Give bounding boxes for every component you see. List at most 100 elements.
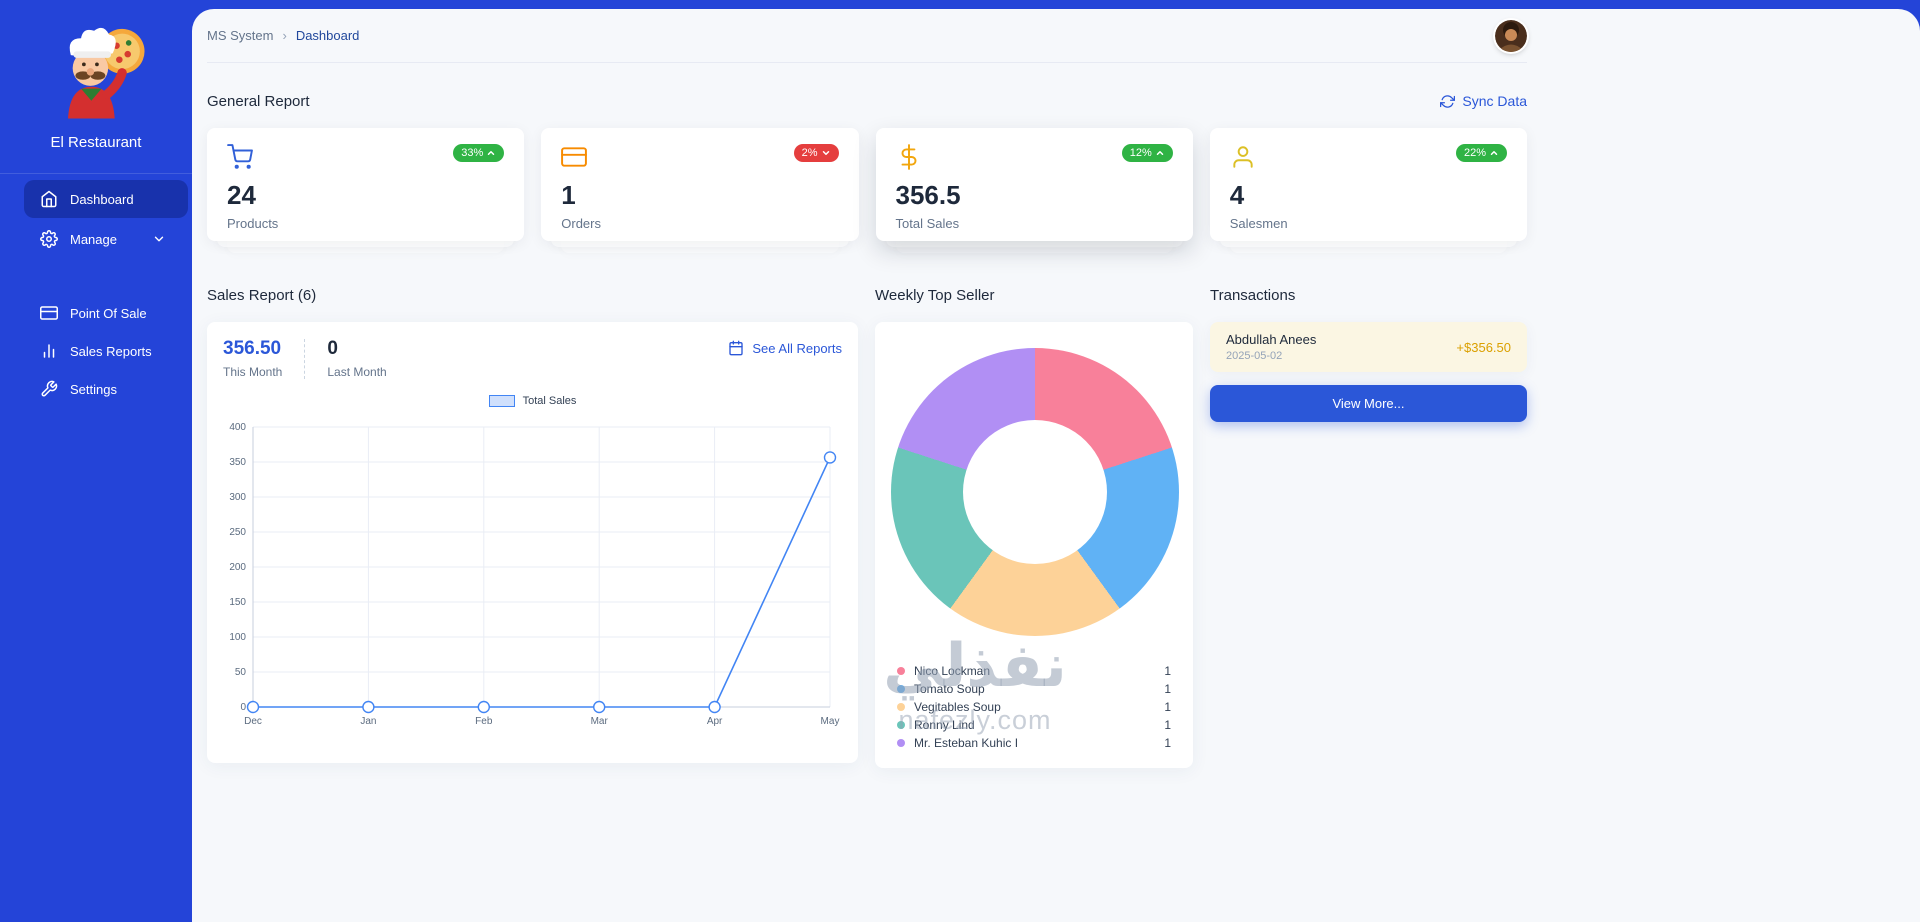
last-month-value: 0 — [327, 338, 338, 359]
stat-value: 4 — [1229, 180, 1245, 210]
donut-legend: Nico Lockman 1 Tomato Soup 1 Vegitables Soup… — [891, 662, 1177, 752]
svg-text:Jan: Jan — [360, 716, 376, 727]
donut-legend-item: Tomato Soup 1 — [897, 680, 1171, 698]
wrench-icon — [40, 380, 58, 398]
transaction-row[interactable]: Abdullah Anees 2025-05-02 +$356.50 — [1210, 322, 1527, 372]
stat-card: 12% 356.5 Total Sales — [875, 128, 1193, 241]
calendar-icon — [728, 340, 744, 356]
this-month-label: This Month — [223, 365, 283, 379]
stat-card-total-sales: 12% 356.5 Total Sales — [875, 128, 1193, 253]
stat-card-products: 33% 24 Products — [207, 128, 525, 253]
svg-text:350: 350 — [229, 457, 246, 468]
svg-text:Mar: Mar — [591, 716, 609, 727]
sidebar-divider — [0, 173, 192, 174]
svg-text:May: May — [821, 716, 840, 727]
svg-text:Apr: Apr — [707, 716, 723, 727]
svg-text:Dec: Dec — [244, 716, 262, 727]
nav-spacer — [0, 258, 192, 294]
legend-value: 1 — [1164, 718, 1171, 732]
donut-legend-item: Vegitables Soup 1 — [897, 698, 1171, 716]
top-bar: MS System › Dashboard — [207, 9, 1527, 63]
breadcrumb-separator: › — [282, 28, 287, 43]
legend-value: 1 — [1164, 682, 1171, 696]
legend-name: Vegitables Soup — [914, 700, 1001, 714]
vertical-divider — [304, 339, 306, 379]
trend-badge: 33% — [453, 144, 505, 162]
donut-legend-item: Nico Lockman 1 — [897, 662, 1171, 680]
dashboard-body-row: 356.50 This Month 0 Last Month S — [207, 322, 1527, 768]
sidebar-item-point-of-sale[interactable]: Point Of Sale — [0, 294, 192, 332]
refresh-icon — [1440, 94, 1456, 109]
stat-label: Orders — [561, 216, 601, 231]
main-content: MS System › Dashboard General Report — [192, 9, 1920, 922]
sidebar-item-label: Manage — [70, 231, 117, 247]
stat-label: Salesmen — [1229, 216, 1288, 231]
dollar-icon — [896, 144, 922, 170]
weekly-top-seller-donut-chart — [891, 348, 1179, 636]
section-headings-row: Sales Report (6) Weekly Top Seller Trans… — [207, 287, 1527, 307]
badge-value: 12% — [1129, 147, 1152, 159]
breadcrumb: MS System › Dashboard — [207, 28, 359, 43]
chevron-up-icon — [488, 151, 495, 155]
sidebar-item-dashboard[interactable]: Dashboard — [24, 180, 188, 218]
legend-dot-icon — [897, 721, 905, 729]
legend-label: Total Sales — [522, 395, 577, 407]
credit-card-icon — [561, 144, 588, 170]
sidebar-item-settings[interactable]: Settings — [0, 370, 192, 408]
chef-pizza-logo-icon — [68, 27, 145, 119]
view-more-button[interactable]: View More... — [1210, 385, 1527, 422]
trend-badge: 12% — [1121, 144, 1173, 162]
donut-legend-item: Mr. Esteban Kuhic I 1 — [897, 734, 1171, 752]
stat-value: 356.5 — [895, 180, 961, 210]
sidebar-item-manage[interactable]: Manage — [0, 220, 192, 258]
credit-card-icon — [40, 304, 58, 322]
sidebar-item-label: Sales Reports — [70, 343, 152, 359]
chevron-up-icon — [1490, 151, 1498, 155]
transaction-amount: +$356.50 — [1456, 339, 1511, 355]
legend-value: 1 — [1164, 664, 1171, 678]
breadcrumb-root[interactable]: MS System — [207, 28, 274, 43]
general-report-title: General Report — [207, 92, 310, 110]
legend-name: Nico Lockman — [914, 664, 991, 678]
trend-badge: 22% — [1455, 144, 1507, 162]
see-all-reports-label: See All Reports — [752, 340, 842, 356]
last-month-label: Last Month — [327, 365, 387, 379]
svg-text:0: 0 — [240, 702, 246, 713]
see-all-reports-link[interactable]: See All Reports — [728, 340, 842, 356]
sidebar-item-sales-reports[interactable]: Sales Reports — [0, 332, 192, 370]
user-icon — [1230, 144, 1256, 170]
badge-value: 22% — [1463, 147, 1486, 159]
restaurant-logo — [40, 14, 152, 126]
home-icon — [40, 190, 58, 208]
legend-dot-icon — [897, 739, 905, 747]
weekly-top-seller-title: Weekly Top Seller — [875, 287, 995, 304]
sync-data-label: Sync Data — [1462, 93, 1527, 109]
cart-icon — [227, 144, 253, 170]
legend-value: 1 — [1164, 736, 1171, 750]
stat-value: 1 — [561, 180, 576, 210]
svg-text:300: 300 — [229, 492, 246, 503]
chevron-down-icon — [152, 232, 166, 246]
stat-card-orders: 2% 1 Orders — [541, 128, 859, 253]
transaction-date: 2025-05-02 — [1226, 350, 1283, 362]
breadcrumb-current[interactable]: Dashboard — [295, 28, 360, 43]
legend-name: Mr. Esteban Kuhic I — [914, 736, 1019, 750]
chevron-down-icon — [822, 151, 829, 155]
transactions-title: Transactions — [1210, 287, 1296, 304]
chevron-up-icon — [1156, 151, 1163, 155]
svg-text:250: 250 — [229, 527, 246, 538]
sync-data-button[interactable]: Sync Data — [1440, 93, 1527, 109]
legend-dot-icon — [897, 685, 905, 693]
chart-legend: Total Sales — [223, 395, 842, 407]
sidebar-nav: Dashboard Manage Point Of Sale — [0, 180, 192, 408]
user-avatar[interactable] — [1495, 19, 1527, 52]
legend-swatch — [488, 395, 515, 407]
stat-label: Products — [227, 216, 279, 231]
legend-dot-icon — [897, 703, 905, 711]
weekly-top-seller-card: Nico Lockman 1 Tomato Soup 1 Vegitables Soup… — [875, 322, 1193, 768]
legend-name: Tomato Soup — [914, 682, 985, 696]
svg-text:50: 50 — [235, 667, 247, 678]
svg-text:400: 400 — [229, 422, 246, 433]
sidebar-item-label: Dashboard — [70, 191, 134, 207]
